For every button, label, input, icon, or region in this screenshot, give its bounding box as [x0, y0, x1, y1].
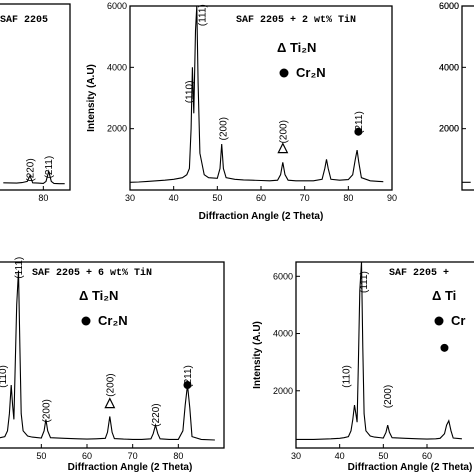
legend-entry: Cr₂N: [296, 65, 326, 80]
y-tick-label: 2000: [107, 124, 127, 134]
x-tick-label: 60: [256, 193, 266, 203]
peak-label: (200): [41, 399, 52, 422]
x-axis-title: Diffraction Angle (2 Theta): [348, 462, 473, 473]
x-tick-label: 30: [125, 193, 135, 203]
panel-title: SAF 2205 +: [389, 268, 449, 279]
legend-circle-icon: [81, 316, 91, 326]
peak-label: (200): [219, 117, 230, 140]
legend-circle-icon: [434, 316, 444, 326]
x-tick-label: 70: [300, 193, 310, 203]
x-tick-label: 90: [387, 193, 397, 203]
peak-label: (110): [184, 81, 195, 104]
peak-label: (111): [198, 4, 209, 26]
x-axis-title: Diffraction Angle (2 Theta): [199, 211, 324, 222]
cr2n-marker: [183, 381, 192, 390]
peak-label: (110): [342, 365, 353, 388]
y-tick-label: 6000: [439, 1, 459, 11]
peak-label: (200): [278, 120, 289, 143]
x-tick-label: 50: [378, 451, 388, 461]
x-tick-label: 50: [212, 193, 222, 203]
y-tick-label: 2000: [273, 386, 293, 396]
chart-panel: 30 40 50 60 2000 4000 6000 Intensity (A.U) Diffr…: [252, 261, 474, 473]
legend-entry: Cr₂N: [98, 313, 128, 328]
cr2n-marker: [354, 127, 363, 136]
y-axis-title: Intensity (A.U): [86, 64, 97, 132]
plot-frame: [461, 5, 474, 191]
ti2n-marker: [104, 397, 116, 409]
peak-label: (220): [151, 403, 162, 426]
panel-title: SAF 2205 + 2 wt% TiN: [236, 14, 356, 26]
peak-label: (111): [14, 257, 25, 279]
peak-label: (110): [0, 365, 9, 388]
y-tick-label: 4000: [273, 329, 293, 339]
x-tick-label: 70: [128, 451, 138, 461]
x-tick-label: 40: [169, 193, 179, 203]
x-tick-label: 80: [38, 193, 48, 203]
legend-circle-icon: [279, 68, 289, 78]
legend-entry: Δ Ti₂N: [277, 40, 316, 55]
diffraction-line: [0, 270, 215, 441]
legend-entry: Δ Ti: [432, 288, 456, 303]
x-tick-label: 30: [291, 451, 301, 461]
peak-label: (111): [359, 271, 370, 293]
y-tick-label: 4000: [439, 62, 459, 72]
diffraction-line: [3, 169, 65, 185]
cr2n-marker: [440, 343, 449, 352]
y-axis-title: Intensity (A.U): [252, 321, 263, 389]
x-tick-label: 80: [343, 193, 353, 203]
y-tick-label: 6000: [439, 1, 459, 11]
plot-frame: [0, 3, 71, 191]
x-tick-label: 60: [82, 451, 92, 461]
peak-label: (200): [105, 373, 116, 396]
x-tick-label: 60: [422, 451, 432, 461]
plot-frame: [129, 5, 393, 191]
peak-label: (220): [26, 158, 37, 181]
ti2n-marker: [277, 142, 289, 154]
diffraction-line: [296, 262, 462, 440]
peak-label: (200): [383, 385, 394, 408]
legend-entry: Δ Ti₂N: [79, 288, 118, 303]
x-tick-label: 50: [36, 451, 46, 461]
chart-panel: 80 SAF 2205 (220) (211): [0, 3, 71, 203]
y-tick-label: 4000: [439, 62, 459, 72]
peak-label: (211): [44, 156, 55, 179]
panel-title: SAF 2205 + 6 wt% TiN: [32, 267, 152, 279]
peak-label: (211): [183, 365, 194, 388]
chart-panel: 30 40 50 60 70 80 90 2000 4000 6000 Intensity (A.U…: [86, 1, 397, 222]
y-tick-label: 2000: [439, 124, 459, 134]
legend-entry: Cr: [451, 313, 465, 328]
panel-title: SAF 2205: [0, 15, 48, 26]
y-tick-label: 4000: [107, 62, 127, 72]
x-axis-title: Diffraction Angle (2 Theta): [68, 462, 193, 473]
y-tick-label: 6000: [273, 271, 293, 281]
peak-label: (211): [354, 111, 365, 134]
x-tick-label: 40: [335, 451, 345, 461]
diffraction-line: [130, 6, 384, 183]
y-tick-label: 2000: [439, 124, 459, 134]
x-tick-label: 80: [173, 451, 183, 461]
y-tick-label: 6000: [107, 1, 127, 11]
